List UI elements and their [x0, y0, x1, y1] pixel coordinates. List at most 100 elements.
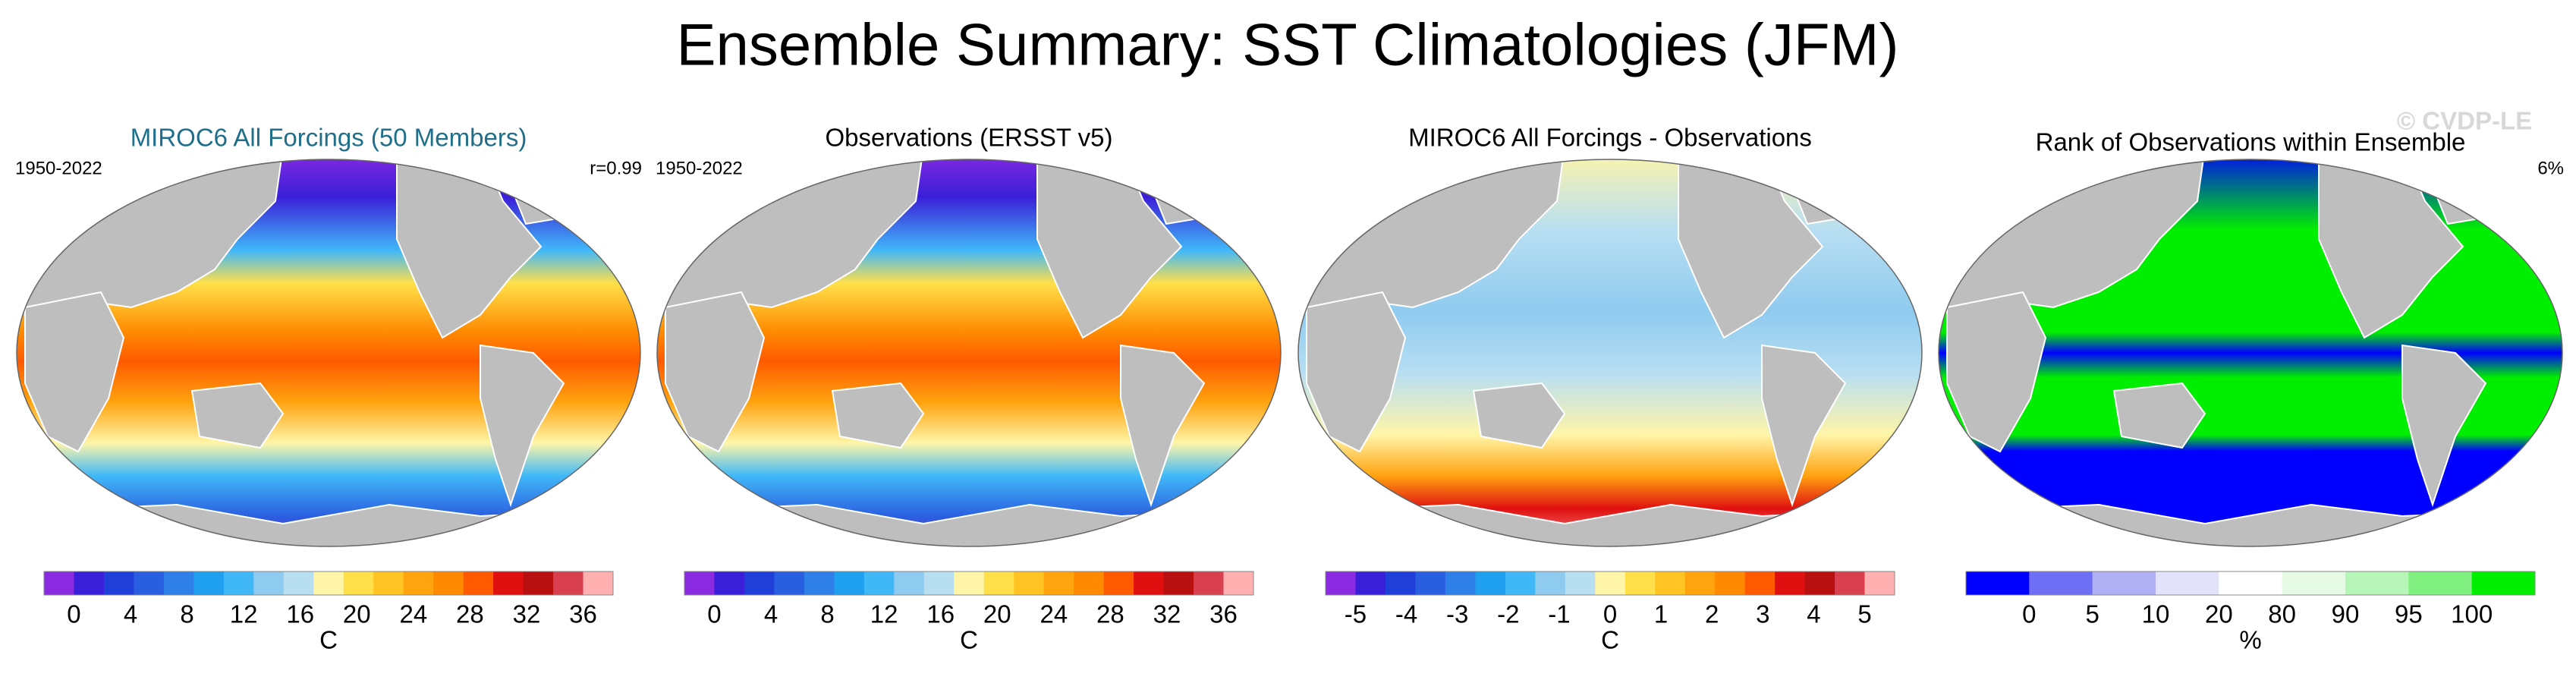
- colorbar-box: [714, 571, 745, 595]
- colorbar-box: [1134, 571, 1165, 595]
- colorbar-tick-label: 80: [2268, 600, 2296, 628]
- colorbar-box: [163, 571, 194, 595]
- colorbar-tick-label: -2: [1497, 600, 1519, 628]
- colorbar-box: [433, 571, 464, 595]
- colorbar-tick-label: 0: [2022, 600, 2036, 628]
- colorbar-tick-label: -1: [1548, 600, 1570, 628]
- colorbar-box: [774, 571, 805, 595]
- colorbar-box: [684, 571, 715, 595]
- colorbar-tick-label: 24: [1040, 600, 1068, 628]
- colorbar-box: [44, 571, 74, 595]
- colorbar-box: [1864, 571, 1895, 595]
- map-content: [17, 159, 640, 546]
- colorbar-box: [1595, 571, 1626, 595]
- colorbar-box: [134, 571, 165, 595]
- colorbar-box: [834, 571, 865, 595]
- colorbar-tick-label: 16: [926, 600, 955, 628]
- colorbar-tick-label: 2: [1705, 600, 1719, 628]
- colorbar-box: [1655, 571, 1686, 595]
- colorbar-box: [403, 571, 434, 595]
- colorbar-tick-label: 28: [456, 600, 484, 628]
- colorbar-box: [193, 571, 225, 595]
- colorbar-box: [223, 571, 254, 595]
- colorbar-box: [894, 571, 925, 595]
- map-content: [1298, 159, 1922, 546]
- map-content: [1939, 159, 2562, 546]
- colorbar-units: C: [1601, 626, 1619, 654]
- colorbar-box: [103, 571, 134, 595]
- colorbar-box: [2471, 571, 2536, 595]
- colorbar-tick-label: 0: [67, 600, 80, 628]
- colorbar-tick-label: 8: [180, 600, 193, 628]
- panel: Rank of Observations within Ensemble 6% 0 5…: [1938, 128, 2564, 654]
- colorbar-box: [1775, 571, 1806, 595]
- colorbar-box: [553, 571, 584, 595]
- colorbar-box: [1163, 571, 1194, 595]
- colorbar-box: [1835, 571, 1866, 595]
- colorbar-box: [2345, 571, 2409, 595]
- colorbar-tick-label: 36: [569, 600, 597, 628]
- colorbar-box: [1684, 571, 1716, 595]
- colorbar-box: [2156, 571, 2219, 595]
- colorbar-tick-label: 90: [2332, 600, 2360, 628]
- colorbar-box: [954, 571, 985, 595]
- colorbar-box: [2219, 571, 2283, 595]
- colorbar-box: [373, 571, 404, 595]
- colorbar-tick-label: -3: [1446, 600, 1468, 628]
- colorbar-box: [1014, 571, 1045, 595]
- colorbar-tick-label: 1: [1654, 600, 1668, 628]
- colorbar-units: %: [2239, 626, 2261, 654]
- colorbar-box: [583, 571, 614, 595]
- colorbar-box: [2092, 571, 2156, 595]
- colorbar-units: C: [319, 626, 338, 654]
- colorbar-box: [1535, 571, 1566, 595]
- colorbar-tick-label: 5: [2085, 600, 2099, 628]
- colorbar-tick-label: 20: [983, 600, 1011, 628]
- colorbar-tick-label: 16: [286, 600, 314, 628]
- colorbar-units: C: [960, 626, 978, 654]
- map-outline: [656, 159, 1282, 547]
- colorbar-tick-label: 20: [343, 600, 371, 628]
- colorbar-tick-label: 100: [2451, 600, 2493, 628]
- colorbar-box: [1223, 571, 1254, 595]
- colorbar-tick-label: -5: [1345, 600, 1367, 628]
- map-outline: [1938, 159, 2563, 547]
- colorbar-box: [343, 571, 374, 595]
- map: [656, 159, 1282, 547]
- panel: MIROC6 All Forcings (50 Members) 1950-202…: [15, 124, 642, 654]
- colorbar-box: [1355, 571, 1386, 595]
- colorbar-box: [1475, 571, 1506, 595]
- colorbar-box: [1415, 571, 1446, 595]
- colorbar-tick-label: 95: [2395, 600, 2423, 628]
- period-label: 1950-2022: [656, 158, 743, 178]
- colorbar-tick-label: 8: [820, 600, 834, 628]
- colorbar-tick-label: 12: [230, 600, 258, 628]
- panel-title: Observations (ERSST v5): [825, 124, 1112, 152]
- colorbar-box: [2408, 571, 2473, 595]
- colorbar-tick-label: 10: [2142, 600, 2170, 628]
- colorbar-frame: [1325, 571, 1895, 596]
- map: [1938, 159, 2563, 547]
- colorbar-tick-label: 20: [2205, 600, 2233, 628]
- panel-title: Rank of Observations within Ensemble: [2036, 128, 2466, 156]
- map-outline: [1297, 159, 1923, 547]
- colorbar-box: [804, 571, 835, 595]
- colorbar-box: [1043, 571, 1074, 595]
- colorbar-box: [1505, 571, 1536, 595]
- colorbar-box: [1804, 571, 1835, 595]
- colorbar-tick-label: 24: [399, 600, 427, 628]
- colorbar-box: [283, 571, 314, 595]
- colorbar-tick-label: 36: [1209, 600, 1238, 628]
- map-outline: [16, 159, 641, 547]
- colorbar-box: [493, 571, 524, 595]
- figure-title: Ensemble Summary: SST Climatologies (JFM…: [677, 11, 1899, 78]
- colorbar-frame: [1965, 571, 2536, 596]
- stat-label: 6%: [2537, 158, 2564, 178]
- colorbar-box: [2282, 571, 2346, 595]
- colorbar-tick-label: 3: [1756, 600, 1769, 628]
- colorbar-tick-label: 12: [870, 600, 898, 628]
- colorbar-box: [74, 571, 105, 595]
- colorbar-box: [1966, 571, 2030, 595]
- colorbar-box: [1385, 571, 1416, 595]
- colorbar-box: [1194, 571, 1225, 595]
